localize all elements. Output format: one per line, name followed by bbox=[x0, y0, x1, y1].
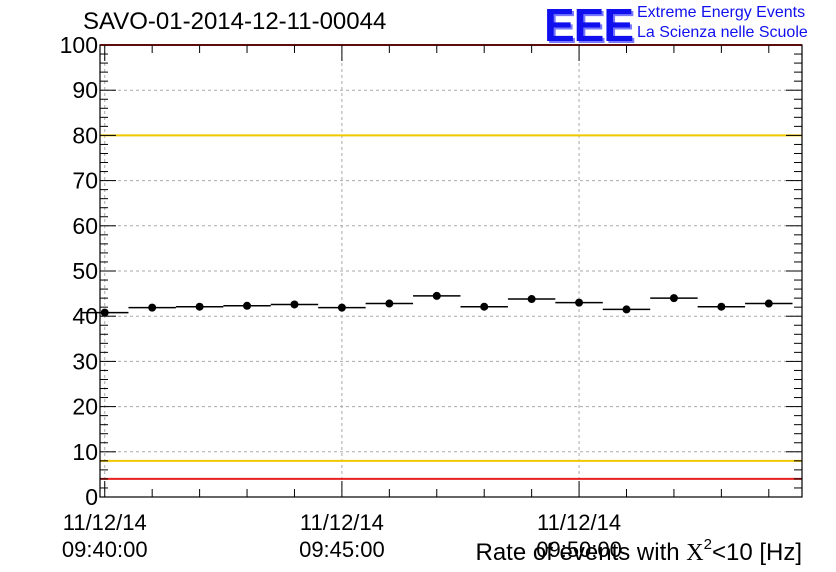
data-point bbox=[527, 295, 536, 304]
data-point bbox=[622, 305, 631, 314]
data-point bbox=[148, 303, 157, 312]
y-tick-label: 50 bbox=[72, 258, 98, 284]
plot-frame bbox=[99, 44, 803, 498]
y-tick-label: 70 bbox=[72, 168, 98, 194]
x-tick-time-label: 09:40:00 bbox=[62, 537, 148, 562]
data-point bbox=[290, 300, 299, 309]
data-point bbox=[337, 303, 346, 312]
data-point bbox=[243, 301, 252, 310]
grid-layer bbox=[100, 45, 802, 497]
data-series bbox=[81, 291, 793, 317]
x-tick-time-label: 09:50:00 bbox=[536, 537, 622, 562]
y-tick-label: 80 bbox=[72, 122, 98, 148]
y-tick-label: 0 bbox=[85, 484, 98, 510]
data-point bbox=[669, 294, 678, 303]
data-point bbox=[195, 302, 204, 311]
y-tick-label: 60 bbox=[72, 213, 98, 239]
y-tick-label: 20 bbox=[72, 394, 98, 420]
data-point bbox=[717, 302, 726, 311]
org-name-line1: Extreme Energy Events bbox=[637, 4, 806, 21]
axis-labels: 010203040506070809010011/12/1409:40:0011… bbox=[60, 32, 622, 562]
y-tick-label: 90 bbox=[72, 77, 98, 103]
data-point bbox=[480, 302, 489, 311]
x-tick-date-label: 11/12/14 bbox=[300, 510, 384, 535]
x-tick-date-label: 11/12/14 bbox=[63, 510, 147, 535]
data-point bbox=[764, 299, 773, 308]
y-tick-label: 10 bbox=[72, 439, 98, 465]
data-point bbox=[385, 299, 394, 308]
y-tick-label: 30 bbox=[72, 348, 98, 374]
data-point bbox=[100, 308, 109, 317]
chart-title: SAVO-01-2014-12-11-00044 bbox=[83, 8, 387, 35]
eee-logo: EEE bbox=[544, 0, 634, 51]
data-point bbox=[432, 291, 441, 300]
data-point bbox=[575, 298, 584, 307]
reference-lines bbox=[100, 44, 802, 480]
org-name-line2: La Scienza nelle Scuole bbox=[637, 24, 808, 41]
y-tick-label: 40 bbox=[72, 303, 98, 329]
x-axis-label: Rate of events with X2<10 [Hz] bbox=[475, 536, 802, 566]
x-tick-date-label: 11/12/14 bbox=[537, 510, 621, 535]
y-tick-label: 100 bbox=[60, 32, 98, 58]
x-tick-time-label: 09:45:00 bbox=[299, 537, 385, 562]
